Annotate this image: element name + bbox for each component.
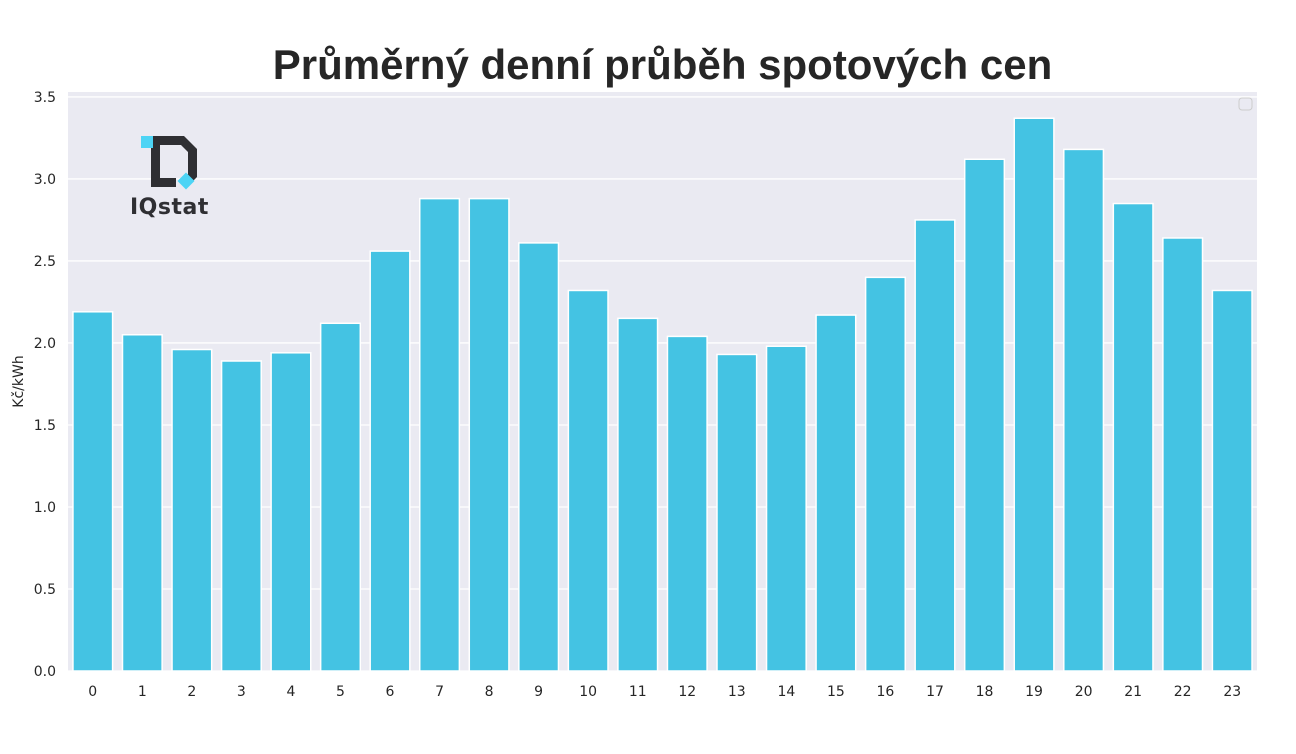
bar-hour-3 xyxy=(220,360,262,672)
x-tick-label: 15 xyxy=(827,684,845,700)
x-tick-label: 10 xyxy=(579,684,597,700)
y-tick-label: 1.0 xyxy=(34,500,56,516)
bar-hour-22 xyxy=(1162,237,1204,672)
bar-hour-0 xyxy=(72,311,114,672)
bar-hour-5 xyxy=(319,322,362,672)
y-axis-label: Kč/kWh xyxy=(11,355,27,407)
bar-hour-13 xyxy=(716,353,758,672)
x-tick-label: 1 xyxy=(138,684,147,700)
y-tick-label: 0.0 xyxy=(34,664,56,680)
bar-hour-15 xyxy=(815,314,857,672)
bar-hour-23 xyxy=(1211,289,1253,672)
x-tick-label: 16 xyxy=(877,684,895,700)
x-tick-label: 20 xyxy=(1075,684,1093,700)
logo-q-icon xyxy=(151,136,197,187)
grid-lines xyxy=(68,96,1257,672)
x-tick-label: 17 xyxy=(926,684,944,700)
x-tick-label: 18 xyxy=(976,684,994,700)
y-tick-label: 0.5 xyxy=(34,582,56,598)
x-tick-label: 2 xyxy=(187,684,196,700)
x-tick-label: 19 xyxy=(1025,684,1043,700)
x-tick-label: 0 xyxy=(88,684,97,700)
x-tick-label: 14 xyxy=(777,684,795,700)
x-tick-label: 13 xyxy=(728,684,746,700)
chart-title: Průměrný denní průběh spotových cen xyxy=(272,41,1053,88)
bar-hour-20 xyxy=(1063,148,1105,672)
legend-box xyxy=(1238,97,1253,111)
x-tick-label: 9 xyxy=(534,684,543,700)
bar-hour-10 xyxy=(567,289,609,672)
y-tick-label: 1.5 xyxy=(34,418,56,434)
bar-hour-4 xyxy=(270,352,312,672)
x-tick-label: 4 xyxy=(286,684,295,700)
bar-hour-14 xyxy=(765,345,807,672)
bar-hour-21 xyxy=(1112,202,1154,672)
x-tick-label: 21 xyxy=(1124,684,1142,700)
bar-hour-2 xyxy=(171,348,213,672)
y-tick-label: 2.5 xyxy=(34,254,56,270)
bar-hour-8 xyxy=(468,197,510,672)
bar-hour-7 xyxy=(418,197,461,672)
x-tick-label: 12 xyxy=(678,684,696,700)
plot-area xyxy=(68,92,1257,671)
bar-hour-11 xyxy=(617,317,659,672)
bar-hour-18 xyxy=(963,158,1006,672)
bars xyxy=(72,117,1253,672)
bar-hour-9 xyxy=(518,242,560,672)
bar-hour-12 xyxy=(666,335,708,672)
x-tick-label: 6 xyxy=(386,684,395,700)
x-tick-label: 7 xyxy=(435,684,444,700)
logo-accent-square xyxy=(141,136,153,148)
x-tick-label: 23 xyxy=(1223,684,1241,700)
x-tick-label: 8 xyxy=(485,684,494,700)
x-tick-label: 5 xyxy=(336,684,345,700)
y-tick-label: 3.5 xyxy=(34,90,56,106)
x-tick-label: 11 xyxy=(629,684,647,700)
y-tick-label: 3.0 xyxy=(34,172,56,188)
iqstat-logo: IQstat xyxy=(130,136,209,220)
x-tick-labels: 0 1 2 3 4 5 6 7 8 9 10 11 12 13 14 15 16 17 18 19 20 21 22 23 xyxy=(88,684,1241,700)
bar-hour-17 xyxy=(914,219,956,672)
bar-hour-1 xyxy=(121,334,163,672)
bar-hour-6 xyxy=(369,250,411,672)
bar-hour-19 xyxy=(1013,117,1055,672)
y-tick-label: 2.0 xyxy=(34,336,56,352)
logo-text: IQstat xyxy=(130,195,209,220)
x-tick-label: 22 xyxy=(1174,684,1192,700)
bar-hour-16 xyxy=(864,276,907,672)
x-tick-label: 3 xyxy=(237,684,246,700)
y-tick-labels: 0.0 0.5 1.0 1.5 2.0 2.5 3.0 3.5 xyxy=(34,90,56,680)
